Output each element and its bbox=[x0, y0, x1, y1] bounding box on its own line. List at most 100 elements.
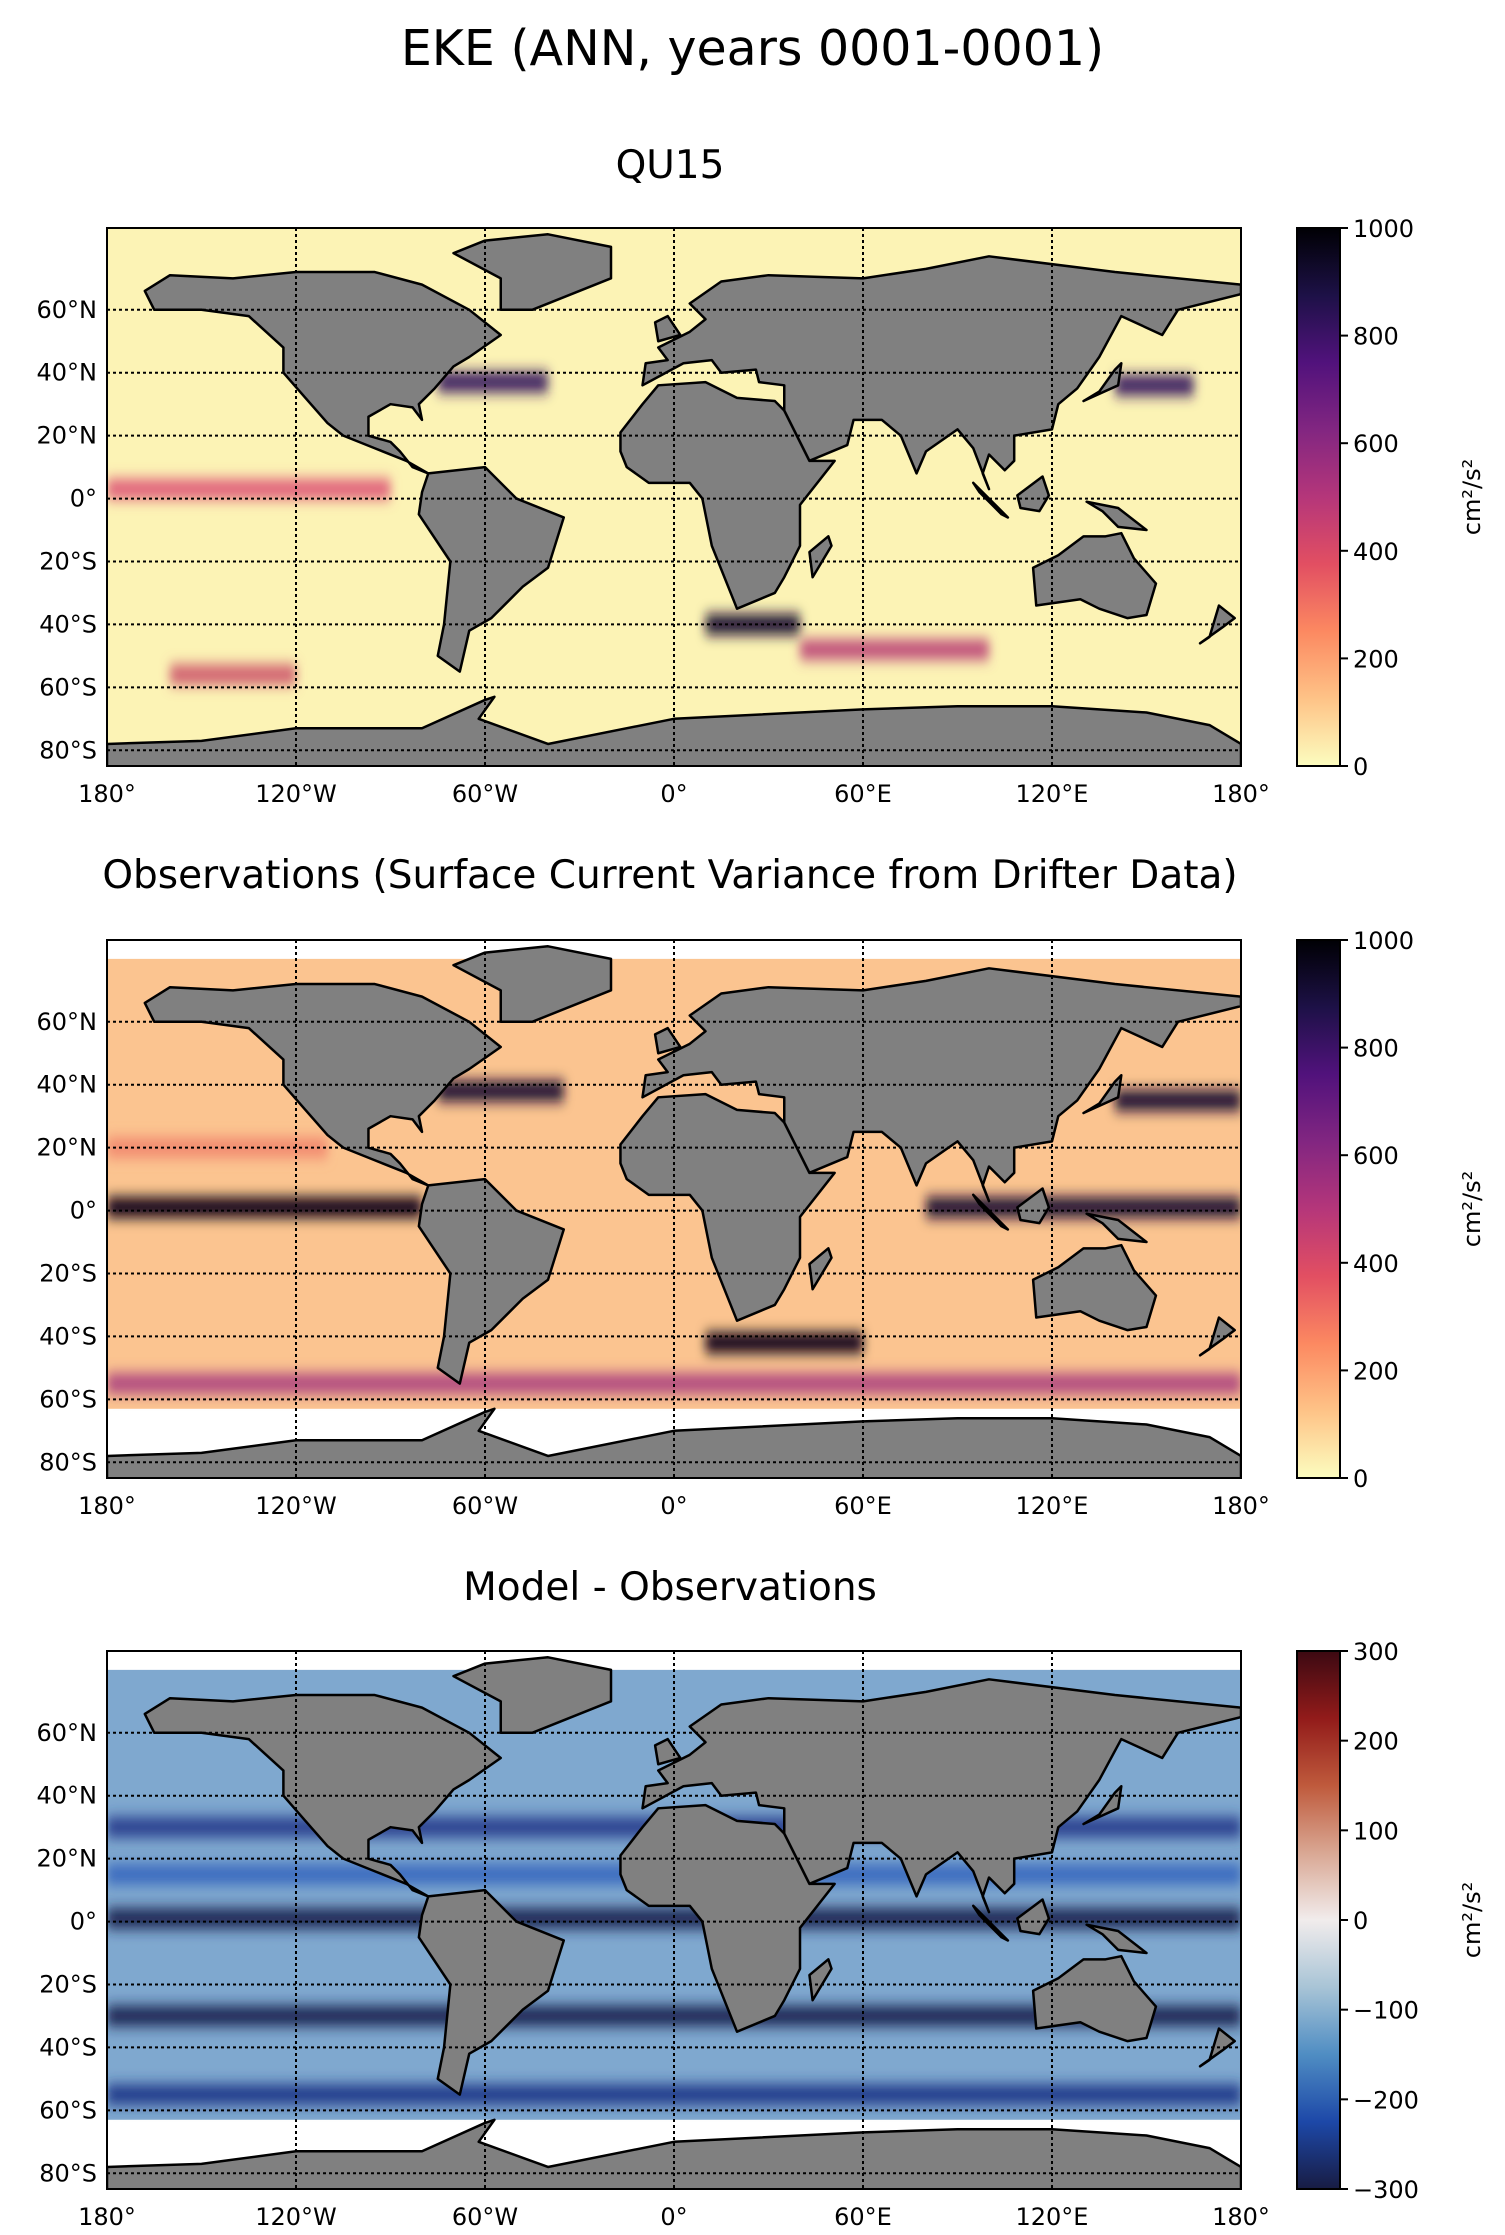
colorbar-label: cm²/s² bbox=[1458, 1171, 1486, 1247]
land-greenland bbox=[452, 1656, 613, 1735]
land-australia bbox=[1031, 1954, 1158, 2043]
lon-tick-label: 60°E bbox=[834, 780, 892, 808]
land-uk bbox=[653, 1026, 682, 1055]
eke-band bbox=[107, 1197, 422, 1218]
land-new-guinea bbox=[1085, 500, 1148, 532]
lat-tick-label: 0° bbox=[70, 485, 97, 513]
lon-tick-label: 0° bbox=[660, 2203, 687, 2231]
lon-tick-label: 60°W bbox=[452, 780, 518, 808]
land-australia bbox=[1031, 531, 1158, 620]
land-borneo bbox=[1016, 1898, 1051, 1936]
lon-tick-label: 0° bbox=[660, 1492, 687, 1520]
lon-tick-label: 180° bbox=[78, 1492, 136, 1520]
land-greenland bbox=[452, 945, 613, 1024]
colorbar-label: cm²/s² bbox=[1458, 459, 1486, 535]
lat-tick-label: 20°S bbox=[39, 1970, 97, 1998]
lon-tick-label: 60°W bbox=[452, 2203, 518, 2231]
lat-tick-label: 80°S bbox=[39, 2159, 97, 2187]
lat-tick-label: 60°S bbox=[39, 673, 97, 701]
colorbar-tick-label: 1000 bbox=[1353, 215, 1414, 243]
land-south-america bbox=[417, 1888, 565, 2096]
land-south-america bbox=[417, 1177, 565, 1385]
lon-tick-label: 120°E bbox=[1016, 2203, 1089, 2231]
colorbar-tick-label: 800 bbox=[1353, 1035, 1399, 1063]
colorbar-tick-label: 300 bbox=[1353, 1638, 1399, 1666]
lat-tick-label: 60°S bbox=[39, 2096, 97, 2124]
colorbar-tick-label: 800 bbox=[1353, 323, 1399, 351]
lon-tick-label: 180° bbox=[78, 780, 136, 808]
lon-tick-label: 180° bbox=[78, 2203, 136, 2231]
colorbar-tick-label: −100 bbox=[1353, 1997, 1419, 2025]
eke-band bbox=[437, 1081, 564, 1102]
lat-tick-label: 0° bbox=[70, 1197, 97, 1225]
lat-tick-label: 0° bbox=[70, 1908, 97, 1936]
eke-band bbox=[437, 372, 548, 393]
land-north-america bbox=[143, 1693, 502, 1898]
colorbar-tick-label: 0 bbox=[1353, 1465, 1368, 1493]
panel-title-observations: Observations (Surface Current Variance f… bbox=[102, 853, 1238, 898]
lat-tick-label: 20°S bbox=[39, 1259, 97, 1287]
eke-band bbox=[170, 664, 296, 685]
colorbar-tick-label: −300 bbox=[1353, 2176, 1419, 2204]
eke-band bbox=[107, 2005, 1241, 2026]
land-new-guinea bbox=[1085, 1212, 1148, 1244]
lat-tick-label: 60°N bbox=[37, 296, 98, 324]
lat-tick-label: 20°N bbox=[37, 1134, 98, 1162]
lat-tick-label: 60°N bbox=[37, 1008, 98, 1036]
no-data-region bbox=[107, 1651, 1241, 1670]
lon-tick-label: 60°W bbox=[452, 1492, 518, 1520]
lat-tick-label: 80°S bbox=[39, 1448, 97, 1476]
eke-band bbox=[1115, 1090, 1241, 1111]
land-greenland bbox=[452, 233, 613, 312]
lat-tick-label: 40°N bbox=[37, 1782, 98, 1810]
panel-title-model: QU15 bbox=[615, 143, 725, 188]
map-frame bbox=[106, 227, 1242, 767]
lon-tick-label: 120°E bbox=[1016, 1492, 1089, 1520]
land-uk bbox=[653, 1737, 682, 1766]
land-japan bbox=[1082, 362, 1123, 403]
lat-tick-label: 40°S bbox=[39, 610, 97, 638]
lon-tick-label: 180° bbox=[1212, 2203, 1270, 2231]
eke-band bbox=[107, 1908, 1241, 1929]
lon-tick-label: 120°W bbox=[255, 2203, 337, 2231]
colorbar-tick-label: 100 bbox=[1353, 1817, 1399, 1845]
lat-tick-label: 60°N bbox=[37, 1719, 98, 1747]
land-borneo bbox=[1016, 475, 1051, 513]
lon-tick-label: 120°W bbox=[255, 780, 337, 808]
lon-tick-label: 120°E bbox=[1016, 780, 1089, 808]
colorbar-tick-label: 0 bbox=[1353, 1907, 1368, 1935]
eke-band bbox=[107, 479, 391, 500]
colorbar-tick-label: 400 bbox=[1353, 1250, 1399, 1278]
land-north-america bbox=[143, 270, 502, 475]
colorbar bbox=[1296, 1650, 1341, 2190]
lon-tick-label: 120°W bbox=[255, 1492, 337, 1520]
colorbar-tick-label: 600 bbox=[1353, 1142, 1399, 1170]
land-sumatra bbox=[972, 1193, 1010, 1231]
land-borneo bbox=[1016, 1187, 1051, 1225]
land-antarctica bbox=[107, 1407, 1241, 1478]
land-antarctica bbox=[107, 695, 1241, 766]
colorbar-tick-label: −200 bbox=[1353, 2086, 1419, 2114]
land-madagascar bbox=[808, 1247, 833, 1291]
lon-tick-label: 180° bbox=[1212, 1492, 1270, 1520]
land-madagascar bbox=[808, 1958, 833, 2002]
map-field bbox=[107, 1651, 1241, 2189]
map-field bbox=[107, 940, 1241, 1478]
map-frame bbox=[106, 939, 1242, 1479]
colorbar bbox=[1296, 939, 1341, 1479]
land-antarctica bbox=[107, 2118, 1241, 2189]
lon-tick-label: 180° bbox=[1212, 780, 1270, 808]
land-japan bbox=[1082, 1785, 1123, 1826]
map-panel-2: 180° 120°W 60°W 0° 60°E 120°E 180° 60°N 40°N 20°N… bbox=[37, 1638, 1487, 2231]
map-panel-1: 180° 120°W 60°W 0° 60°E 120°E 180° 60°N 40°N 20°N… bbox=[37, 927, 1487, 1520]
land-japan bbox=[1082, 1074, 1123, 1115]
figure-title: EKE (ANN, years 0001-0001) bbox=[400, 20, 1105, 77]
lat-tick-label: 40°N bbox=[37, 1071, 98, 1099]
eke-band bbox=[926, 1197, 1241, 1218]
land-sumatra bbox=[972, 481, 1010, 519]
lon-tick-label: 60°E bbox=[834, 1492, 892, 1520]
land-south-america bbox=[417, 465, 565, 673]
lon-tick-label: 60°E bbox=[834, 2203, 892, 2231]
colorbar-tick-label: 600 bbox=[1353, 430, 1399, 458]
